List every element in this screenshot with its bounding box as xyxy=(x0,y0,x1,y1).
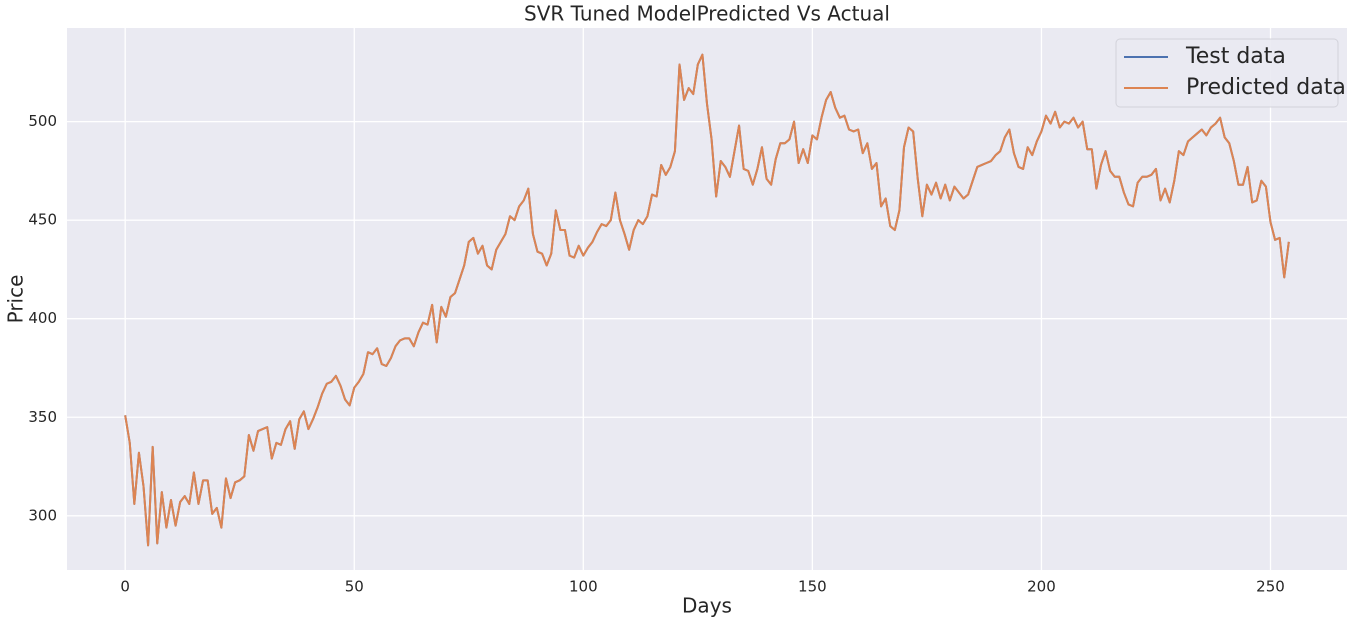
y-tick-label: 450 xyxy=(28,211,57,229)
y-tick-label: 400 xyxy=(28,309,57,327)
data-line xyxy=(124,53,1290,547)
x-tick-label: 150 xyxy=(798,578,827,596)
x-tick-label: 250 xyxy=(1256,578,1285,596)
y-axis-label: Price xyxy=(4,275,28,324)
legend-label: Predicted data xyxy=(1186,75,1346,100)
x-tick-label: 50 xyxy=(345,578,364,596)
y-tick-label: 500 xyxy=(28,112,57,130)
chart-title: SVR Tuned ModelPredicted Vs Actual xyxy=(524,2,890,26)
legend-label: Test data xyxy=(1185,44,1286,69)
plot-area xyxy=(67,28,1347,570)
y-tick-label: 300 xyxy=(28,506,57,524)
legend-box xyxy=(1115,38,1339,108)
x-axis-label: Days xyxy=(682,594,732,618)
x-tick-label: 200 xyxy=(1027,578,1056,596)
y-tick-label: 350 xyxy=(28,408,57,426)
x-tick-label: 100 xyxy=(569,578,598,596)
x-tick-label: 0 xyxy=(120,578,130,596)
